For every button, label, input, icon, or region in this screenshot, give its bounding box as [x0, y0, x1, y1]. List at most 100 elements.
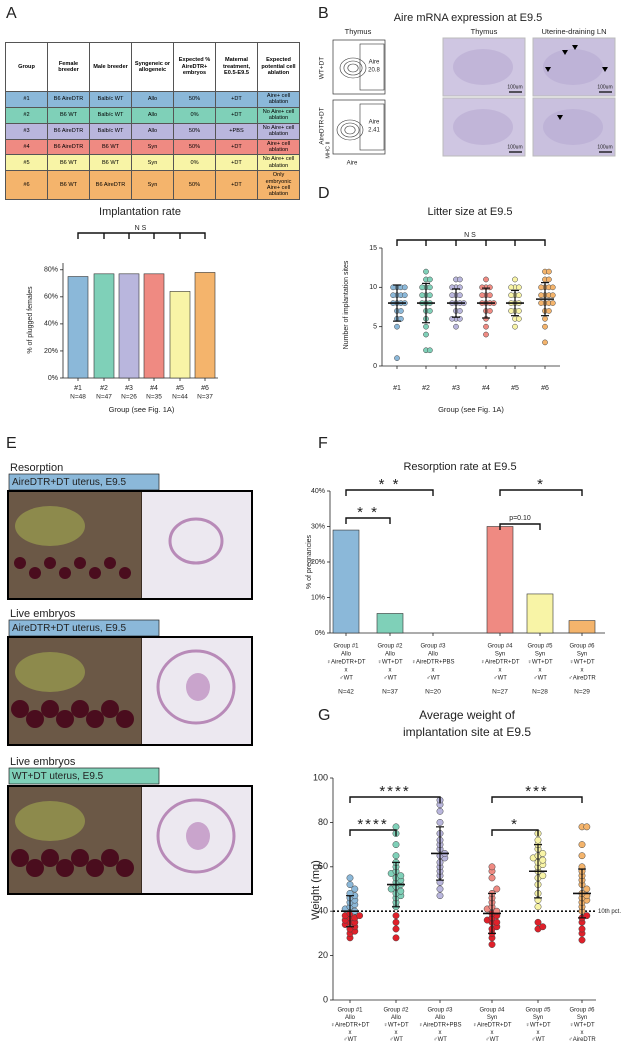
arrowhead [545, 67, 551, 72]
data-point [419, 284, 425, 291]
data-point [508, 308, 514, 314]
data-point [427, 276, 433, 283]
data-point [539, 850, 547, 857]
table-body: #1 B6 AireDTR Balb/c WT Allo 50% +DT Aire+ cel… [5, 91, 300, 200]
x-tick-label: Group #2 [383, 1008, 409, 1014]
significance-label: * * [379, 476, 401, 493]
y-tick-label: 100 [313, 772, 328, 782]
table-cell: +DT [215, 91, 258, 108]
x-tick-label: ♀AireDTR+PBS [418, 1022, 461, 1028]
panel-letter: G [318, 707, 330, 724]
significance-bracket [349, 796, 441, 803]
x-tick-label: Allo [341, 652, 352, 658]
embryo [11, 700, 29, 718]
data-point [346, 881, 354, 889]
arrowhead [562, 50, 568, 55]
table-row: #3 B6 AireDTR Balb/c WT Allo 50% +PBS No Aire+… [5, 122, 300, 140]
y-tick-label: 5 [373, 324, 377, 331]
section-outline [156, 649, 236, 725]
x-tick-label: Allo [391, 1015, 402, 1021]
table-cell: B6 WT [89, 154, 132, 172]
embryo [86, 859, 104, 877]
section-heading: Resorption [10, 462, 63, 474]
data-point [549, 292, 556, 299]
table-row: #5 B6 WT B6 WT Syn 0% +DT No Aire+ cell ablati… [5, 154, 300, 172]
header-cell: Expected % AireDTR+ embryos [173, 42, 216, 92]
significance-label: NS [135, 225, 149, 232]
data-point [542, 323, 548, 330]
data-point [546, 276, 552, 283]
n-label: N=35 [146, 394, 162, 401]
table-cell: No Aire+ cell ablation [257, 106, 300, 124]
data-point [493, 885, 501, 893]
data-point [457, 292, 463, 299]
table-cell: #3 [5, 122, 48, 140]
bar [526, 593, 554, 634]
data-point [542, 339, 548, 346]
embryo [86, 710, 104, 728]
data-point [483, 331, 489, 338]
tissue-region [453, 109, 513, 145]
x-tick-label: x [581, 668, 584, 674]
data-point [539, 872, 547, 880]
arrowhead [602, 67, 608, 72]
x-tick-label: x [349, 1030, 352, 1036]
x-tick-label: ♂WT [426, 676, 440, 682]
data-point [427, 292, 433, 299]
embryo [26, 710, 44, 728]
data-point [449, 292, 455, 299]
table-cell: No Aire+ cell ablation [257, 154, 300, 172]
arrowhead [557, 115, 563, 120]
embryo [71, 700, 89, 718]
data-point [516, 284, 522, 291]
data-point [392, 918, 400, 926]
embryo [71, 849, 89, 867]
x-tick-label: ♀WT+DT [569, 660, 595, 666]
gate-label: Aire [369, 60, 380, 66]
data-point [392, 852, 400, 860]
scale-label: 100um [507, 144, 522, 150]
x-tick-label: #5 [176, 385, 184, 392]
header-cell: Expected potential cell ablation [257, 42, 300, 92]
contour [340, 122, 360, 138]
x-tick-label: ♀AireDTR+DT [330, 1022, 369, 1028]
embryo [74, 557, 86, 569]
data-point [392, 912, 400, 920]
data-point [436, 818, 444, 826]
x-tick-label: ♂WT [493, 676, 507, 682]
embryo [101, 700, 119, 718]
table-cell: B6 AireDTR [47, 138, 90, 156]
data-point [427, 308, 433, 314]
x-tick-label: x [345, 668, 348, 674]
y-axis-label: Number of implantation sites [343, 260, 350, 349]
table-row: #2 B6 WT Balb/c WT Allo 0% +DT No Aire+ cell a… [5, 106, 300, 124]
table-cell: B6 WT [47, 170, 90, 200]
data-point [479, 284, 485, 291]
data-point [534, 903, 542, 911]
data-point [493, 918, 501, 926]
x-tick-label: Group #6 [569, 644, 595, 650]
x-tick-label: x [539, 668, 542, 674]
data-point [508, 292, 514, 299]
x-tick-label: ♀AireDTR+DT [480, 660, 519, 666]
x-tick-label: Group #4 [479, 1008, 505, 1014]
y-tick-label: 20 [318, 950, 328, 960]
x-tick-label: Group #1 [333, 644, 359, 650]
y-tick-label: 15 [369, 245, 377, 252]
x-tick-label: Allo [345, 1015, 356, 1021]
chart-title: implantation site at E9.5 [403, 725, 531, 739]
table-cell: +DT [215, 154, 258, 172]
data-point [483, 323, 489, 330]
x-tick-label: x [432, 668, 435, 674]
embryo [41, 849, 59, 867]
y-tick-label: 10 [369, 284, 377, 291]
data-point [487, 292, 493, 299]
significance-bracket [345, 489, 434, 496]
y-tick-label: 20% [44, 348, 58, 355]
data-point [583, 823, 591, 831]
data-point [538, 300, 544, 306]
data-point [394, 355, 400, 361]
x-tick-label: Group #2 [377, 644, 403, 650]
data-point [549, 300, 556, 306]
bar [376, 613, 404, 634]
